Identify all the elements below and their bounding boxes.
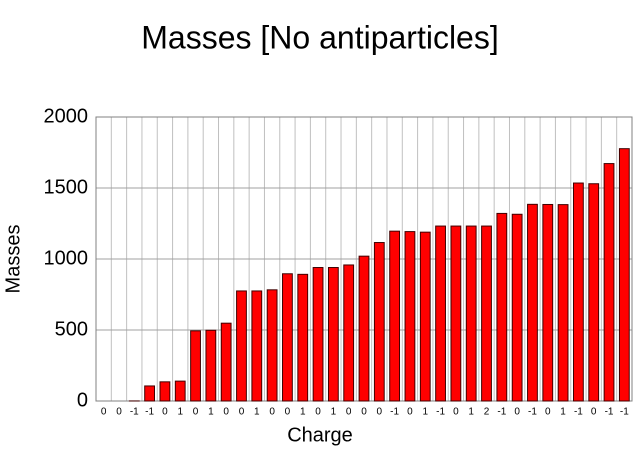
bar bbox=[496, 212, 508, 402]
x-tick-label: 2 bbox=[484, 407, 490, 418]
bar bbox=[618, 148, 630, 402]
bar bbox=[297, 273, 309, 402]
x-tick-label: 0 bbox=[361, 407, 367, 418]
bar bbox=[282, 273, 293, 402]
x-tick-label: -1 bbox=[497, 407, 506, 418]
x-tick-label: -1 bbox=[390, 407, 399, 418]
bar bbox=[190, 330, 201, 402]
bar bbox=[144, 385, 156, 402]
x-tick-label: 0 bbox=[315, 407, 321, 418]
bar bbox=[511, 213, 523, 402]
bar bbox=[435, 225, 446, 402]
x-tick-label: 0 bbox=[514, 407, 520, 418]
x-tick-label: 0 bbox=[223, 407, 229, 418]
bar bbox=[603, 163, 615, 402]
bar bbox=[159, 381, 171, 402]
bar bbox=[542, 203, 554, 402]
x-tick-label: 1 bbox=[331, 407, 337, 418]
x-tick-label: 0 bbox=[269, 407, 275, 418]
x-tick-label: 1 bbox=[560, 407, 566, 418]
x-tick-label: 0 bbox=[101, 407, 107, 418]
bar bbox=[327, 267, 339, 402]
x-tick-label: 1 bbox=[422, 407, 428, 418]
bar bbox=[572, 182, 584, 402]
x-tick-label: -1 bbox=[145, 407, 154, 418]
bar bbox=[465, 225, 477, 402]
y-axis-label: Masses bbox=[2, 225, 24, 294]
bar bbox=[174, 380, 186, 402]
x-tick-label: -1 bbox=[620, 407, 629, 418]
y-tick-label: 0 bbox=[77, 389, 88, 411]
bar bbox=[419, 231, 431, 402]
x-tick-label: 0 bbox=[162, 407, 168, 418]
x-tick-label: 0 bbox=[545, 407, 551, 418]
bar bbox=[236, 290, 247, 402]
x-tick-label: 1 bbox=[208, 407, 214, 418]
y-tick-label: 2000 bbox=[44, 105, 89, 127]
y-tick-label: 1500 bbox=[44, 176, 89, 198]
y-tick-label: 500 bbox=[55, 318, 88, 340]
x-tick-label: 0 bbox=[239, 407, 245, 418]
bar bbox=[266, 289, 278, 402]
x-tick-label: 1 bbox=[468, 407, 474, 418]
x-tick-label: 0 bbox=[285, 407, 291, 418]
bar bbox=[251, 290, 263, 402]
x-tick-label: -1 bbox=[605, 407, 614, 418]
bar bbox=[404, 231, 416, 402]
x-tick-label: 0 bbox=[377, 407, 383, 418]
bar bbox=[481, 225, 492, 402]
bar bbox=[557, 204, 569, 402]
x-tick-label: 0 bbox=[346, 407, 352, 418]
x-tick-label: 1 bbox=[300, 407, 306, 418]
x-tick-label: 0 bbox=[591, 407, 597, 418]
x-tick-label: 1 bbox=[254, 407, 260, 418]
chart-title: Masses [No antiparticles] bbox=[141, 19, 498, 55]
x-axis-label: Charge bbox=[287, 424, 353, 446]
bar bbox=[343, 264, 355, 402]
x-tick-label: 1 bbox=[177, 407, 183, 418]
bar bbox=[527, 203, 538, 402]
x-tick-label: -1 bbox=[528, 407, 537, 418]
bar bbox=[450, 225, 462, 402]
y-tick-label: 1000 bbox=[44, 247, 89, 269]
x-tick-label: -1 bbox=[130, 407, 139, 418]
bar bbox=[373, 242, 385, 402]
x-tick-label: -1 bbox=[574, 407, 583, 418]
bar bbox=[312, 267, 324, 402]
x-tick-label: 0 bbox=[193, 407, 199, 418]
x-tick-label: -1 bbox=[436, 407, 445, 418]
bar bbox=[205, 329, 217, 402]
bar bbox=[588, 183, 600, 402]
x-tick-label: 0 bbox=[116, 407, 122, 418]
bar bbox=[220, 322, 232, 402]
x-tick-label: 0 bbox=[453, 407, 459, 418]
bar bbox=[389, 230, 401, 402]
bar bbox=[358, 255, 370, 402]
x-tick-label: 0 bbox=[407, 407, 413, 418]
